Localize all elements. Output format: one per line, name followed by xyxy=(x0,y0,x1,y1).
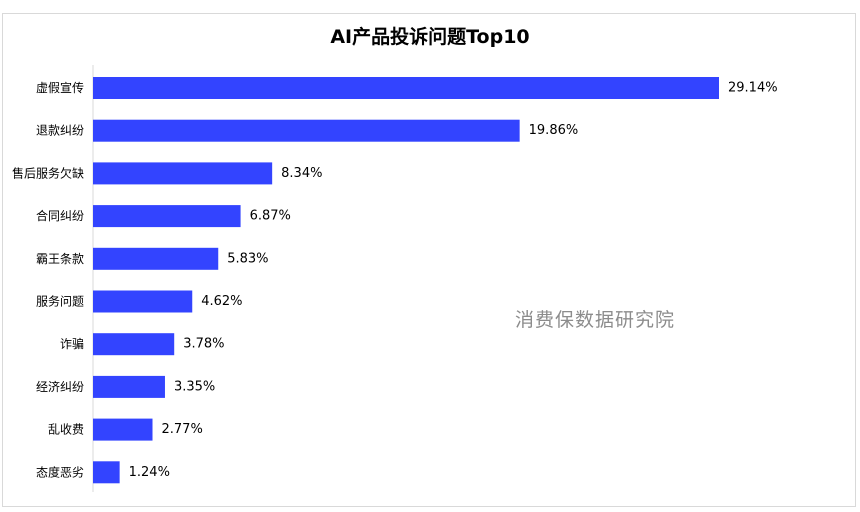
bar xyxy=(93,333,175,356)
chart-title: AI产品投诉问题Top10 xyxy=(330,26,530,48)
data-label: 4.62% xyxy=(201,294,242,309)
bar xyxy=(93,205,241,228)
data-label: 1.24% xyxy=(129,465,170,480)
data-label: 6.87% xyxy=(250,209,291,224)
data-label: 8.34% xyxy=(281,166,322,181)
category-label: 霸王条款 xyxy=(36,252,84,266)
data-label: 3.78% xyxy=(183,337,224,352)
bar xyxy=(93,375,165,398)
category-label: 乱收费 xyxy=(48,423,84,437)
data-label: 2.77% xyxy=(162,422,203,437)
bar xyxy=(93,119,520,142)
bar xyxy=(93,418,153,441)
bar xyxy=(93,77,719,99)
category-label: 虚假宣传 xyxy=(36,80,84,95)
bar xyxy=(93,290,193,313)
category-label: 合同纠纷 xyxy=(36,208,84,223)
category-label: 服务问题 xyxy=(36,294,84,309)
bar xyxy=(93,461,120,484)
data-label: 29.14% xyxy=(728,81,778,96)
data-label: 19.86% xyxy=(529,123,579,138)
category-label: 退款纠纷 xyxy=(36,124,84,138)
data-label: 3.35% xyxy=(174,379,215,394)
category-label: 态度恶劣 xyxy=(36,464,84,479)
category-label: 售后服务欠缺 xyxy=(12,165,84,180)
data-label: 5.83% xyxy=(227,251,268,266)
category-label: 经济纠纷 xyxy=(36,379,84,394)
bar xyxy=(93,247,219,270)
bar xyxy=(93,162,273,185)
watermark-text: 消费保数据研究院 xyxy=(515,309,676,331)
category-label: 诈骗 xyxy=(60,336,84,351)
